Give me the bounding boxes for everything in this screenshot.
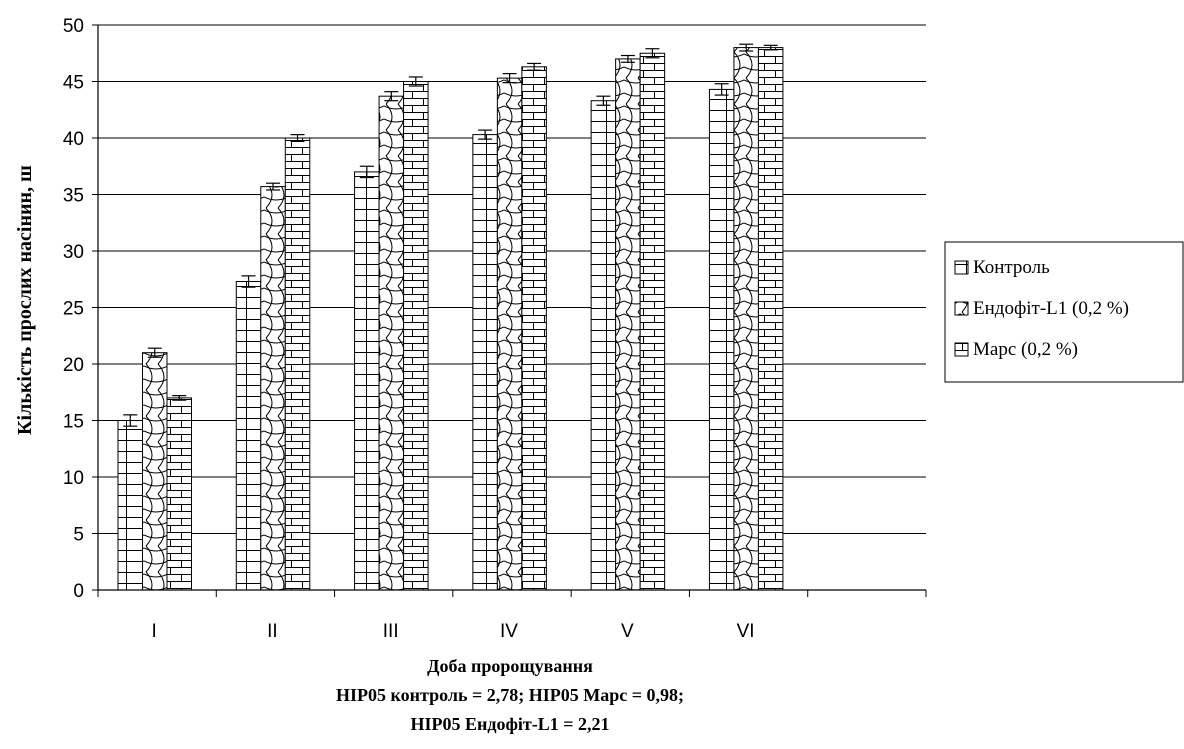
- x-axis-label-line: НІР05 Ендофіт-L1 = 2,21: [410, 714, 609, 734]
- y-tick-label: 50: [63, 16, 84, 37]
- x-tick-label: VI: [737, 621, 755, 642]
- error-bar: [290, 134, 305, 142]
- bar-2-I: [142, 352, 168, 591]
- error-bar: [763, 44, 778, 51]
- y-axis-label: Кількість проcлих насінин, ш: [14, 165, 36, 435]
- error-bar: [384, 91, 399, 102]
- error-bar: [739, 43, 754, 52]
- error-bar: [147, 347, 162, 358]
- bar-1-V: [590, 100, 617, 591]
- bar-3-V: [639, 52, 666, 591]
- bar-1-I: [117, 420, 143, 591]
- bar-2-V: [615, 58, 641, 591]
- bar-1-VI: [708, 88, 735, 591]
- bar-3-IV: [521, 66, 547, 591]
- legend-box: [944, 241, 1184, 383]
- y-tick-label: 25: [63, 299, 84, 320]
- legend-entry: Марс (0,2 %): [973, 339, 1078, 360]
- x-axis-label-line: Доба пророщування: [427, 656, 593, 676]
- bar-1-IV: [472, 134, 498, 591]
- bar-3-I: [166, 397, 192, 591]
- bar-1-III: [354, 171, 380, 591]
- error-bar: [620, 54, 635, 63]
- x-tick-label: V: [621, 621, 634, 642]
- bar-3-II: [284, 137, 311, 591]
- error-bar: [266, 182, 281, 191]
- legend-entry: Контроль: [973, 257, 1050, 278]
- y-tick-label: 30: [63, 242, 84, 263]
- error-bar: [527, 62, 542, 71]
- x-axis-label-line: НІР05 контроль = 2,78; НІР05 Марс = 0,98…: [336, 685, 684, 705]
- legend-swatch: [954, 342, 969, 357]
- bar-2-II: [260, 186, 286, 591]
- y-tick-label: 15: [63, 412, 84, 433]
- error-bar: [172, 395, 187, 401]
- y-tick-label: 0: [73, 581, 84, 602]
- error-bar: [123, 414, 138, 427]
- y-tick-label: 45: [63, 73, 84, 94]
- bar-2-IV: [496, 77, 523, 591]
- legend: Контроль Ендофіт-L1 (0,2 %) Марс (0,2 %): [944, 241, 1184, 383]
- y-tick-label: 5: [73, 525, 84, 546]
- bars: [117, 43, 784, 591]
- error-bar: [478, 129, 493, 140]
- bar-3-III: [403, 81, 429, 591]
- error-bar: [241, 275, 256, 288]
- bar-2-III: [378, 95, 405, 591]
- error-bar: [714, 83, 729, 96]
- legend-swatch: [954, 260, 969, 275]
- axis-labels: Кількість проcлих насінин, ш Доба пророщу…: [14, 165, 684, 734]
- y-tick-label: 40: [63, 129, 84, 150]
- error-bar: [645, 48, 660, 59]
- y-tick-label: 35: [63, 186, 84, 207]
- legend-swatch: [954, 301, 969, 316]
- legend-entry: Ендофіт-L1 (0,2 %): [973, 298, 1129, 319]
- error-bar: [596, 95, 611, 106]
- y-tick-label: 10: [63, 468, 84, 489]
- bar-1-II: [235, 281, 262, 591]
- bar-3-VI: [757, 47, 784, 591]
- x-tick-label: III: [383, 621, 399, 642]
- y-tick-label: 20: [63, 355, 84, 376]
- bar-2-VI: [733, 47, 759, 591]
- error-bar: [359, 165, 374, 179]
- error-bar: [408, 76, 423, 87]
- x-tick-label: I: [152, 621, 157, 642]
- x-tick-label: IV: [500, 621, 518, 642]
- x-tick-label: II: [267, 621, 278, 642]
- error-bar: [502, 72, 517, 84]
